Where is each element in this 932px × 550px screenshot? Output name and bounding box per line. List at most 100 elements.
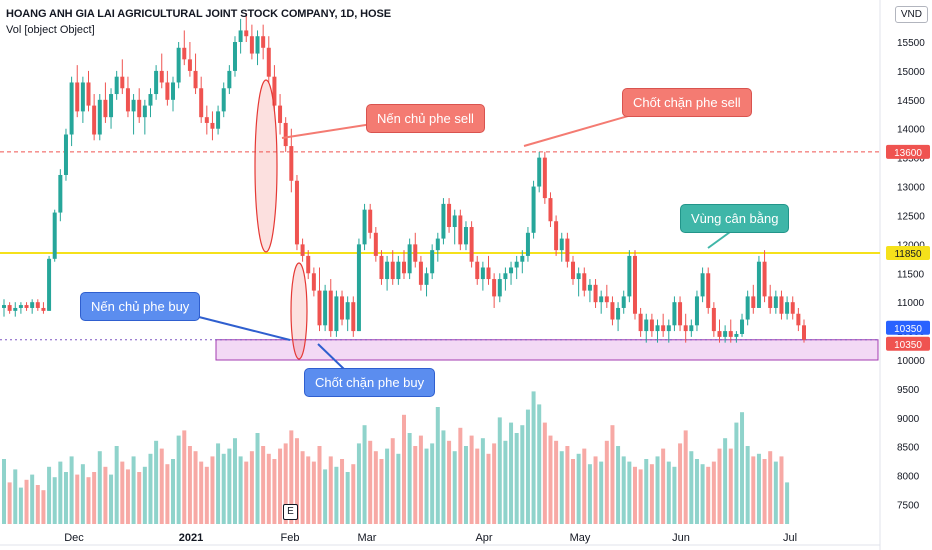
- candle-body: [52, 212, 57, 259]
- volume-bar: [413, 446, 418, 524]
- candle-body: [18, 305, 23, 308]
- candle-body: [413, 244, 418, 262]
- candle-body: [537, 157, 542, 187]
- candle-body: [593, 284, 598, 303]
- balance-zone-callout[interactable]: Vùng cân bằng: [680, 204, 790, 233]
- volume-bar: [58, 461, 63, 524]
- buy-candle-callout[interactable]: Nến chủ phe buy: [80, 292, 201, 321]
- y-tick-label: 15500: [897, 38, 925, 49]
- candle-body: [86, 82, 91, 106]
- volume-bar: [407, 433, 412, 524]
- candle-body: [638, 313, 643, 332]
- volume-bar: [52, 477, 57, 524]
- y-tick-label: 15000: [897, 67, 925, 78]
- volume-bar: [300, 451, 305, 524]
- volume-bar: [452, 451, 457, 524]
- y-tick-label: 12500: [897, 211, 925, 222]
- candle-body: [779, 296, 784, 314]
- candle-body: [475, 261, 480, 280]
- candle-body: [165, 82, 170, 100]
- volume-bar: [604, 440, 609, 524]
- volume-bar: [204, 466, 209, 524]
- candle-body: [351, 302, 356, 332]
- volume-bar: [644, 459, 649, 524]
- candle-body: [41, 307, 46, 311]
- volume-bar: [13, 469, 18, 524]
- volume-bar: [666, 461, 671, 524]
- volume-bar: [661, 448, 666, 524]
- volume-bar: [463, 446, 468, 524]
- volume-bar: [571, 459, 576, 524]
- volume-bar: [368, 440, 373, 524]
- candle-body: [317, 290, 322, 326]
- volume-bar: [514, 433, 519, 524]
- candle-body: [447, 203, 452, 228]
- candle-body: [306, 255, 311, 274]
- y-tick-label: 13000: [897, 183, 925, 194]
- candle-body: [47, 258, 52, 311]
- sell-stop-callout[interactable]: Chốt chặn phe sell: [622, 88, 752, 117]
- candle-body: [711, 307, 716, 332]
- currency-button[interactable]: VND: [894, 6, 928, 23]
- candle-body: [362, 209, 367, 245]
- candle-body: [2, 305, 6, 308]
- candle-body: [396, 261, 401, 280]
- volume-bar: [599, 461, 604, 524]
- candle-body: [210, 122, 215, 129]
- candle-body: [463, 227, 468, 245]
- candle-body: [689, 325, 694, 332]
- volume-bar: [734, 422, 739, 524]
- candle-body: [193, 70, 198, 89]
- candle-body: [666, 325, 671, 332]
- volume-bar: [249, 451, 254, 524]
- candle-body: [745, 296, 750, 320]
- volume-bar: [47, 466, 52, 524]
- candle-body: [249, 36, 254, 54]
- candle-body: [283, 122, 288, 147]
- support-zone: [215, 339, 879, 361]
- candle-body: [796, 313, 801, 326]
- volume-bar: [559, 451, 564, 524]
- volume-bar: [2, 459, 6, 524]
- candle-body: [199, 88, 204, 118]
- volume-bar: [785, 482, 790, 524]
- candle-body: [790, 302, 795, 314]
- volume-indicator-label[interactable]: Vol [object Object]: [6, 24, 95, 36]
- volume-bar: [24, 479, 29, 524]
- sell-candle-callout[interactable]: Nến chủ phe sell: [366, 104, 485, 133]
- candle-body: [655, 325, 660, 332]
- volume-bar: [35, 485, 40, 524]
- candle-body: [294, 180, 299, 245]
- volume-bar: [379, 459, 384, 524]
- volume-bar: [30, 474, 35, 524]
- candle-body: [278, 105, 283, 123]
- volume-bar: [255, 433, 260, 524]
- volume-bar: [351, 464, 356, 524]
- y-tick-label: 11000: [897, 298, 925, 309]
- candle-body: [154, 70, 159, 95]
- volume-bar: [447, 440, 452, 524]
- volume-bar: [621, 456, 626, 524]
- volume-bar: [480, 438, 485, 524]
- candle-body: [723, 331, 728, 337]
- candle-body: [616, 307, 621, 320]
- candle-body: [35, 302, 40, 308]
- candle-body: [368, 209, 373, 233]
- candle-body: [672, 302, 677, 326]
- candle-body: [255, 36, 260, 54]
- earnings-marker[interactable]: E: [283, 504, 298, 520]
- volume-bar: [311, 461, 316, 524]
- volume-bar: [244, 461, 249, 524]
- volume-bar: [340, 459, 345, 524]
- candle-body: [69, 82, 74, 135]
- volume-bar: [762, 459, 767, 524]
- volume-bar: [486, 453, 491, 524]
- volume-bar: [227, 448, 232, 524]
- volume-bar: [469, 435, 474, 524]
- volume-bar: [356, 443, 361, 524]
- buy-stop-callout[interactable]: Chốt chặn phe buy: [304, 368, 436, 397]
- volume-bar: [548, 435, 553, 524]
- candle-body: [58, 174, 63, 213]
- volume-bar: [520, 425, 525, 524]
